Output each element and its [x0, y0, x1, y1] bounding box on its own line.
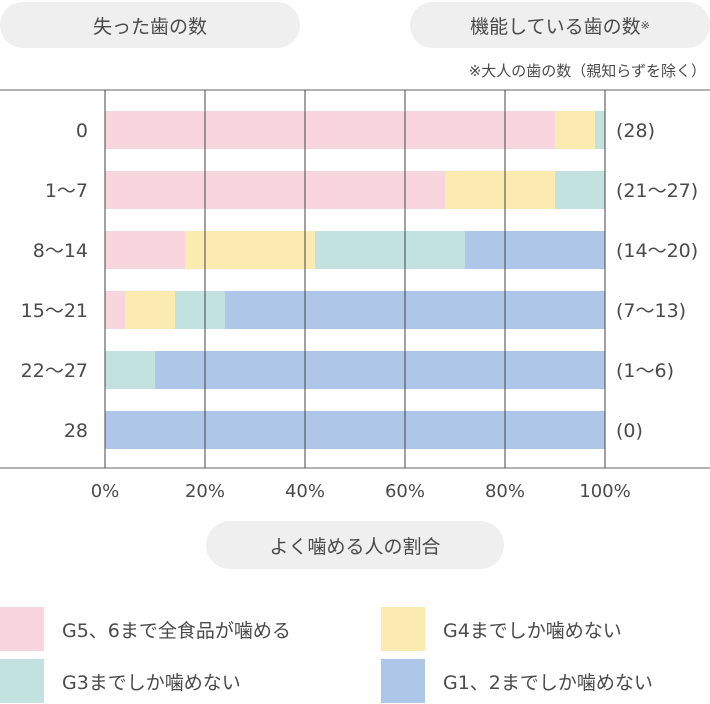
- legend-item-g5-6: G5、6まで全食品が噛める: [0, 606, 291, 652]
- x-tick-label-3: 60%: [385, 481, 425, 502]
- bar-row0-series0: [105, 111, 555, 149]
- lost-teeth-header: 失った歯の数: [0, 2, 300, 48]
- bar-row1-series0: [105, 171, 445, 209]
- stacked-bar-chart: 0% 20% 40% 60% 80% 100% 0 (28) 1〜7 (21〜27) 8〜14 (14…: [0, 89, 710, 502]
- x-axis-label-text: よく噛める人の割合: [269, 535, 441, 558]
- x-tick-label-5: 100%: [579, 481, 630, 502]
- legend-label-g3: G3までしか噛めない: [62, 671, 241, 694]
- right-count-label-2: (14〜20): [616, 240, 698, 262]
- right-count-label-3: (7〜13): [616, 300, 686, 322]
- x-tick-label-0: 0%: [91, 481, 120, 502]
- bar-row1-series2: [555, 171, 605, 209]
- bar-row0-series1: [555, 111, 595, 149]
- right-count-label-1: (21〜27): [616, 180, 698, 202]
- bar-row3-series1: [125, 291, 175, 329]
- bar-row5-series3: [105, 411, 605, 449]
- legend: G5、6まで全食品が噛める G4までしか噛めない G3までしか噛めない G1、2…: [0, 606, 710, 703]
- legend-item-g4: G4までしか噛めない: [381, 606, 622, 652]
- bar-row3-series2: [175, 291, 225, 329]
- legend-swatch-g3: [0, 659, 44, 703]
- y-category-label-1: 1〜7: [45, 180, 88, 202]
- legend-label-g1-2: G1、2までしか噛めない: [443, 671, 653, 694]
- y-category-label-0: 0: [76, 120, 88, 142]
- bar-row2-series0: [105, 231, 185, 269]
- legend-item-g1-2: G1、2までしか噛めない: [381, 658, 653, 704]
- footnote: ※大人の歯の数（親知らずを除く）: [468, 62, 706, 80]
- legend-swatch-g4: [381, 607, 425, 651]
- x-tick-label-1: 20%: [185, 481, 225, 502]
- x-axis-label: よく噛める人の割合: [206, 521, 504, 569]
- x-tick-label-2: 40%: [285, 481, 325, 502]
- y-category-label-4: 22〜27: [21, 360, 88, 382]
- lost-teeth-header-label: 失った歯の数: [92, 15, 207, 38]
- legend-label-g5-6: G5、6まで全食品が噛める: [62, 619, 291, 642]
- bar-row0-series2: [595, 111, 605, 149]
- right-count-label-5: (0): [616, 420, 643, 442]
- bar-row4-series2: [105, 351, 155, 389]
- legend-swatch-g1-2: [381, 659, 425, 703]
- right-count-label-0: (28): [616, 120, 655, 142]
- bar-row2-series1: [185, 231, 315, 269]
- right-count-label-4: (1〜6): [616, 360, 674, 382]
- bar-row2-series3: [465, 231, 605, 269]
- bar-row2-series2: [315, 231, 465, 269]
- legend-swatch-g5-6: [0, 607, 44, 651]
- bar-row1-series1: [445, 171, 555, 209]
- legend-item-g3: G3までしか噛めない: [0, 658, 241, 704]
- y-category-label-3: 15〜21: [21, 300, 88, 322]
- y-category-label-5: 28: [64, 420, 88, 442]
- bar-row3-series3: [225, 291, 605, 329]
- y-category-label-2: 8〜14: [33, 240, 88, 262]
- functional-teeth-header: 機能している歯の数 ※: [410, 2, 710, 48]
- x-tick-label-4: 80%: [485, 481, 525, 502]
- legend-label-g4: G4までしか噛めない: [443, 619, 622, 642]
- functional-teeth-header-label: 機能している歯の数: [470, 15, 641, 38]
- functional-teeth-header-mark: ※: [640, 18, 650, 32]
- bar-row3-series0: [105, 291, 125, 329]
- bar-row4-series3: [155, 351, 605, 389]
